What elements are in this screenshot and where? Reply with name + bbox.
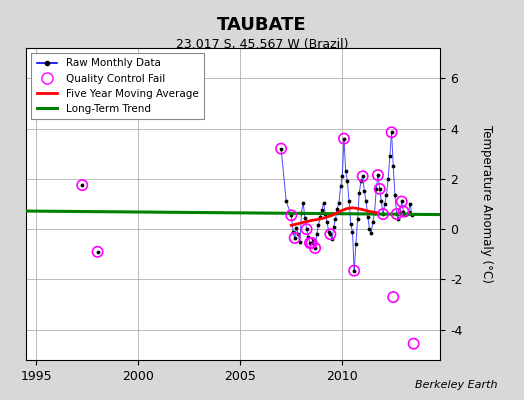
Point — [308, 240, 316, 246]
Point — [306, 240, 314, 246]
Point — [387, 129, 396, 136]
Text: 23.017 S, 45.567 W (Brazil): 23.017 S, 45.567 W (Brazil) — [176, 38, 348, 51]
Point — [302, 226, 311, 232]
Point — [379, 211, 387, 217]
Legend: Raw Monthly Data, Quality Control Fail, Five Year Moving Average, Long-Term Tren: Raw Monthly Data, Quality Control Fail, … — [31, 53, 204, 119]
Point — [376, 186, 384, 192]
Point — [374, 172, 382, 178]
Point — [311, 245, 319, 251]
Point — [340, 135, 348, 142]
Point — [350, 268, 358, 274]
Point — [389, 294, 397, 300]
Point — [287, 212, 296, 218]
Point — [392, 211, 401, 217]
Point — [78, 182, 86, 188]
Point — [409, 340, 418, 347]
Text: TAUBATE: TAUBATE — [217, 16, 307, 34]
Point — [358, 173, 367, 180]
Point — [326, 231, 335, 237]
Point — [93, 249, 102, 255]
Point — [277, 146, 285, 152]
Point — [290, 235, 299, 241]
Text: Berkeley Earth: Berkeley Earth — [416, 380, 498, 390]
Y-axis label: Temperature Anomaly (°C): Temperature Anomaly (°C) — [481, 125, 493, 283]
Point — [399, 208, 408, 215]
Point — [398, 198, 406, 205]
